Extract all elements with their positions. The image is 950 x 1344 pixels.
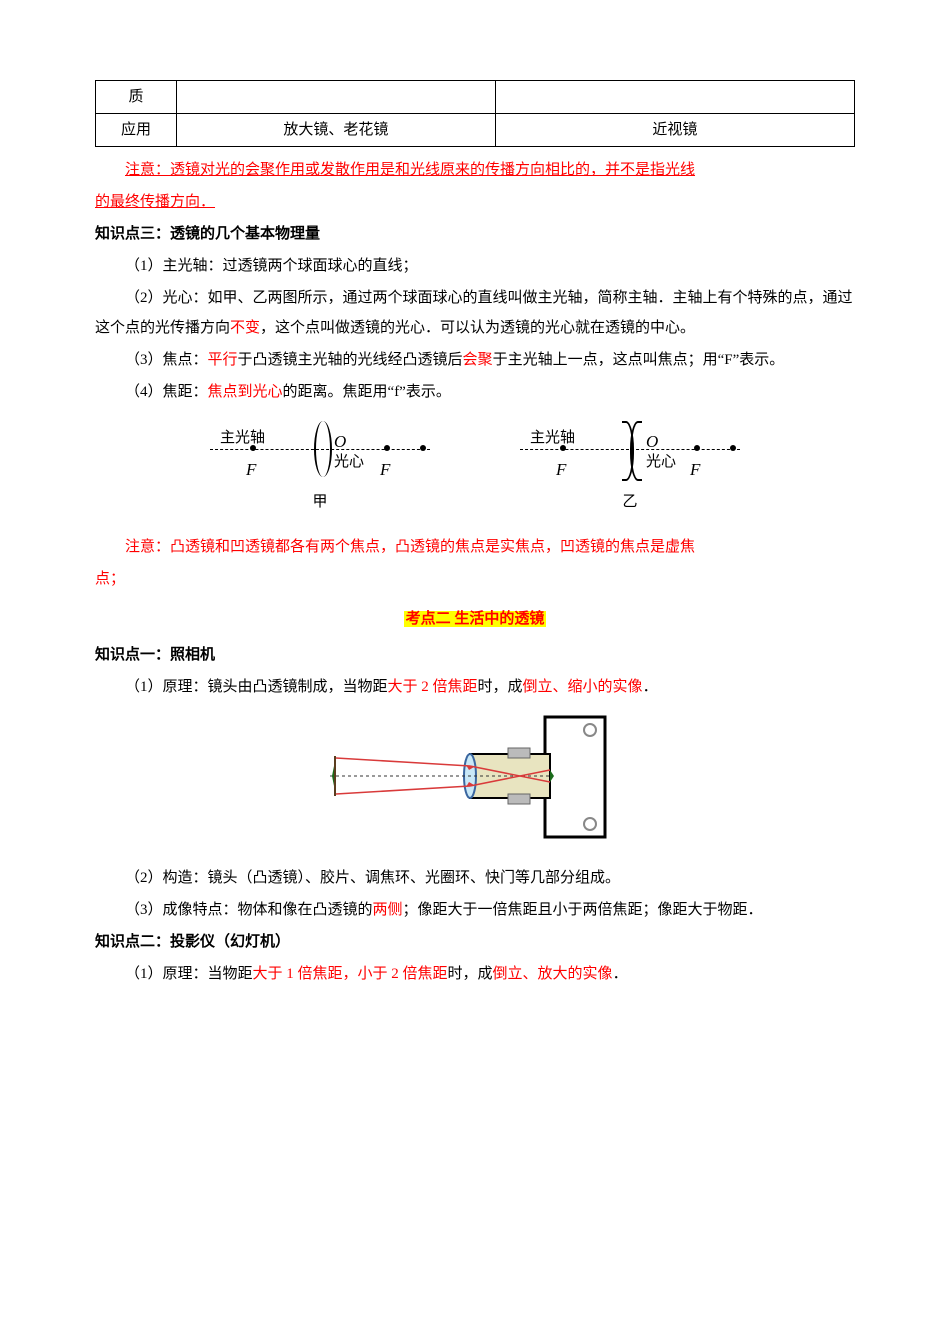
note-text: 的最终传播方向． <box>95 187 855 217</box>
body-text: （1）原理：镜头由凸透镜制成，当物距大于 2 倍焦距时，成倒立、缩小的实像． <box>95 672 855 702</box>
cell: 应用 <box>96 114 177 147</box>
cell <box>177 81 496 114</box>
convex-lens-icon <box>314 421 332 477</box>
note-span: 的最终传播方向． <box>95 194 215 210</box>
body-text: （4）焦距：焦点到光心的距离。焦距用“f”表示。 <box>95 377 855 407</box>
note-text: 注意：透镜对光的会聚作用或发散作用是和光线原来的传播方向相比的，并不是指光线 <box>95 155 855 185</box>
note-text: 点； <box>95 564 855 594</box>
camera-icon <box>330 712 620 842</box>
body-text: （2）光心：如甲、乙两图所示，通过两个球面球心的直线叫做主光轴，简称主轴．主轴上… <box>95 283 855 343</box>
table-row: 质 <box>96 81 855 114</box>
body-text: （2）构造：镜头（凸透镜）、胶片、调焦环、光圈环、快门等几部分组成。 <box>95 863 855 893</box>
lens-table: 质 应用 放大镜、老花镜 近视镜 <box>95 80 855 147</box>
body-text: （1）原理：当物距大于 1 倍焦距，小于 2 倍焦距时，成倒立、放大的实像． <box>95 959 855 989</box>
heading: 知识点一：照相机 <box>95 640 855 670</box>
concave-lens-diagram: 主光轴 F O 光心 F 乙 <box>520 419 740 509</box>
camera-diagram <box>95 712 855 853</box>
body-text: （3）成像特点：物体和像在凸透镜的两侧；像距大于一倍焦距且小于两倍焦距；像距大于… <box>95 895 855 925</box>
body-text: （1）主光轴：过透镜两个球面球心的直线； <box>95 251 855 281</box>
note-span: 注意：透镜对光的会聚作用或发散作用是和光线原来的传播方向相比的，并不是指光线 <box>125 162 695 178</box>
cell <box>495 81 854 114</box>
heading: 知识点二：投影仪（幻灯机） <box>95 927 855 957</box>
note-text: 注意：凸透镜和凹透镜都各有两个焦点，凸透镜的焦点是实焦点，凹透镜的焦点是虚焦 <box>95 532 855 562</box>
cell: 近视镜 <box>495 114 854 147</box>
body-text: （3）焦点：平行于凸透镜主光轴的光线经凸透镜后会聚于主光轴上一点，这点叫焦点；用… <box>95 345 855 375</box>
cell: 放大镜、老花镜 <box>177 114 496 147</box>
heading: 知识点三：透镜的几个基本物理量 <box>95 219 855 249</box>
convex-lens-diagram: 主光轴 F O 光心 F 甲 <box>210 419 430 509</box>
section-heading: 考点二 生活中的透镜 <box>95 604 855 634</box>
lens-diagram: 主光轴 F O 光心 F 甲 主光轴 F O 光心 <box>95 419 855 520</box>
table-row: 应用 放大镜、老花镜 近视镜 <box>96 114 855 147</box>
cell: 质 <box>96 81 177 114</box>
concave-lens-icon <box>624 421 640 477</box>
